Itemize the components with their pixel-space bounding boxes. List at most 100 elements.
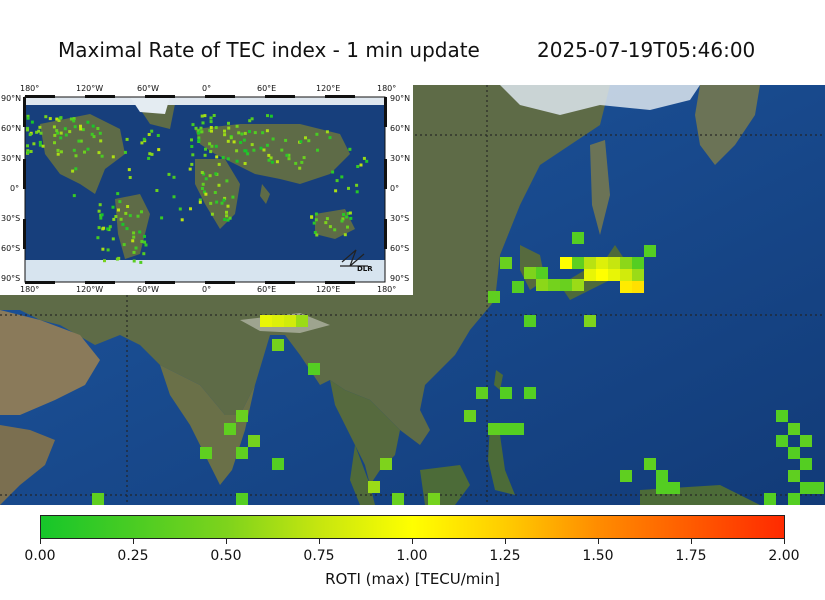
inset-roti-cell: [223, 196, 227, 200]
land-kamchatka: [695, 85, 760, 165]
inset-roti-cell: [227, 121, 230, 125]
inset-roti-cell: [342, 213, 345, 216]
inset-roti-cell: [39, 131, 43, 135]
roti-cell: [548, 279, 560, 291]
roti-cell: [800, 435, 812, 447]
inset-roti-cell: [111, 237, 115, 241]
inset-lat-left-5: 60°S: [1, 244, 21, 253]
inset-roti-cell: [68, 130, 72, 134]
inset-roti-cell: [200, 187, 204, 190]
colorbar-tick-label: 1.50: [582, 548, 614, 564]
inset-roti-cell: [157, 148, 161, 152]
inset-roti-cell: [203, 190, 206, 194]
inset-roti-cell: [106, 227, 110, 231]
roti-cell: [608, 269, 620, 281]
inset-roti-cell: [200, 171, 204, 174]
colorbar-tick: [505, 539, 506, 544]
inset-roti-cell: [41, 144, 45, 148]
inset-roti-cell: [38, 125, 42, 129]
inset-roti-cell: [248, 119, 252, 123]
inset-roti-cell: [315, 132, 319, 136]
inset-lat-right-0: 90°N: [390, 94, 411, 103]
inset-roti-cell: [267, 153, 271, 157]
inset-roti-cell: [325, 217, 329, 221]
inset-roti-cell: [56, 152, 60, 156]
roti-cell: [560, 279, 572, 291]
inset-roti-cell: [92, 135, 96, 139]
inset-roti-cell: [26, 149, 30, 153]
inset-roti-cell: [346, 225, 349, 229]
inset-roti-cell: [79, 124, 82, 128]
inset-roti-cell: [222, 198, 226, 202]
inset-roti-cell: [74, 167, 78, 171]
inset-roti-cell: [143, 234, 146, 238]
roti-cell: [464, 410, 476, 422]
inset-roti-cell: [214, 172, 218, 176]
roti-cell: [428, 493, 440, 505]
inset-roti-cell: [123, 150, 127, 154]
inset-roti-cell: [209, 201, 213, 205]
colorbar-tick-label: 0.50: [210, 548, 242, 564]
roti-cell: [788, 447, 800, 459]
inset-roti-cell: [56, 131, 60, 135]
roti-cell: [572, 257, 584, 269]
inset-lon-bottom-2: 60°W: [137, 285, 160, 294]
inset-roti-cell: [214, 144, 218, 148]
inset-roti-cell: [112, 217, 116, 221]
inset-roti-cell: [304, 136, 307, 140]
roti-cell: [620, 470, 632, 482]
inset-roti-cell: [210, 144, 214, 148]
inset-roti-cell: [231, 195, 235, 199]
inset-lon-bottom-1: 120°W: [76, 285, 104, 294]
inset-roti-cell: [32, 142, 36, 146]
inset-roti-cell: [140, 240, 144, 243]
inset-roti-cell: [229, 136, 233, 140]
inset-roti-cell: [271, 137, 275, 141]
inset-roti-cell: [346, 211, 350, 215]
inset-roti-cell: [48, 117, 52, 121]
land-arabia: [0, 310, 100, 415]
inset-roti-cell: [341, 217, 345, 221]
inset-roti-cell: [97, 209, 101, 213]
inset-roti-cell: [334, 189, 338, 193]
inset-roti-cell: [100, 213, 104, 217]
inset-roti-cell: [103, 259, 106, 263]
roti-cell: [644, 458, 656, 470]
inset-roti-cell: [253, 131, 257, 135]
inset-roti-cell: [142, 252, 146, 256]
inset-roti-cell: [240, 132, 244, 136]
inset-roti-cell: [265, 143, 269, 147]
roti-cell: [500, 387, 512, 399]
inset-roti-cell: [79, 139, 83, 143]
inset-roti-cell: [215, 200, 219, 204]
inset-roti-cell: [209, 116, 213, 120]
inset-roti-cell: [55, 129, 59, 133]
roti-cell: [524, 387, 536, 399]
land-philippines: [488, 425, 515, 495]
colorbar-tick: [133, 539, 134, 544]
inset-lon-bottom-6: 180°: [377, 285, 397, 294]
inset-roti-cell: [237, 131, 241, 135]
inset-roti-cell: [144, 243, 148, 247]
roti-cell: [536, 279, 548, 291]
inset-roti-cell: [150, 152, 154, 156]
roti-cell: [620, 257, 632, 269]
inset-lat-right-6: 90°S: [390, 274, 410, 283]
roti-cell: [524, 267, 536, 279]
inset-roti-cell: [26, 151, 30, 154]
inset-roti-cell: [347, 186, 350, 190]
inset-roti-cell: [226, 157, 230, 161]
roti-cell: [656, 482, 668, 494]
inset-lat-left-3: 0°: [10, 184, 20, 193]
inset-roti-cell: [97, 226, 101, 230]
inset-roti-cell: [208, 129, 212, 133]
inset-roti-cell: [299, 140, 303, 144]
inset-roti-cell: [64, 133, 68, 137]
inset-roti-cell: [355, 190, 359, 194]
inset-arctic: [25, 97, 385, 105]
colorbar-tick-label: 2.00: [768, 548, 800, 564]
inset-roti-cell: [114, 215, 118, 218]
inset-roti-cell: [242, 138, 246, 142]
colorbar-tick-label: 0.00: [24, 548, 56, 564]
roti-cell: [800, 458, 812, 470]
